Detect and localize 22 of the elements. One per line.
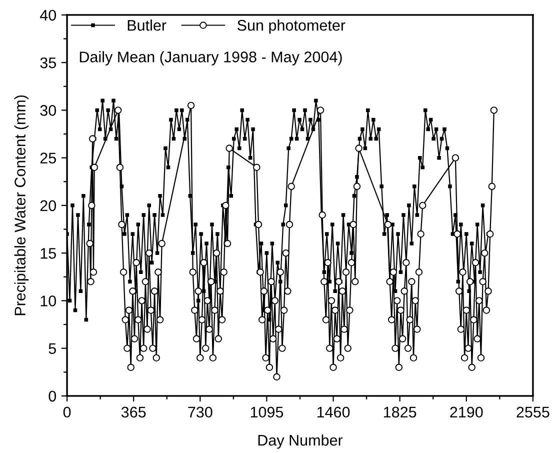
y-tick-label: 35	[40, 57, 56, 68]
y-tick-label: 10	[40, 296, 56, 306]
x-tick-label: 365	[121, 406, 146, 418]
x-tick-label: 1095	[250, 406, 284, 418]
x-axis-title: Day Number	[258, 434, 343, 449]
y-tick-label: 0	[48, 390, 56, 402]
legend-label: Butler	[128, 20, 166, 31]
legend-label: Sun photometer	[238, 20, 346, 34]
x-tick-label: 730	[188, 406, 212, 418]
annotation: Daily Mean (January 1998 - May 2004)	[80, 51, 342, 66]
y-tick-label: 15	[40, 248, 56, 259]
y-tick-label: 5	[48, 343, 56, 354]
y-tick-label: 40	[40, 10, 56, 21]
x-tick-label: 1825	[384, 406, 416, 418]
y-tick-label: 20	[40, 200, 56, 212]
x-tick-label: 1460	[317, 406, 350, 418]
y-tick-label: 30	[40, 105, 56, 116]
x-tick-label: 2555	[516, 406, 550, 418]
y-axis-title: Precipitable Water Content (mm)	[14, 95, 29, 316]
x-tick-label: 2190	[450, 406, 483, 418]
x-tick-label: 0	[63, 406, 71, 418]
y-tick-label: 25	[40, 152, 56, 164]
